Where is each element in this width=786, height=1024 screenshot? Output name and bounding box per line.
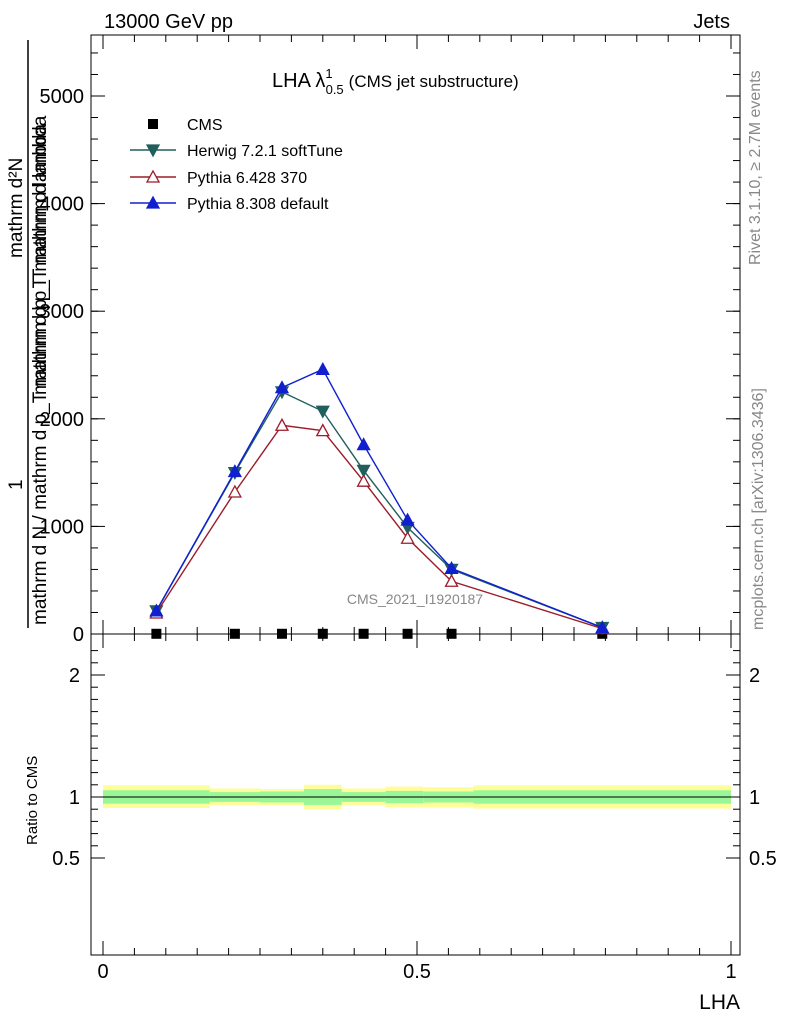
title-suffix: (CMS jet substructure) [349,72,519,91]
mcplots-label: mcplots.cern.ch [arXiv:1306.3436] [750,388,767,630]
y-top-tick-label: 4000 [40,194,85,216]
ylabel-prefactor-denominator: mathrm d N / mathrm d p_T mathrm d p_T m… [30,115,51,625]
y-ratio-tick-label-left: 1 [69,787,80,809]
y-top-tick-label: 2000 [40,409,85,431]
series-line-3 [155,368,603,629]
data-point-2-6 [444,573,459,587]
x-tick-label: 0 [97,961,108,983]
ylabel-numerator: mathrm d²N [6,158,27,258]
ratio-bands [103,784,731,810]
legend-marker-3 [145,195,161,209]
data-point-3-2 [274,380,290,394]
title-sub: 0.5 [326,82,344,97]
data-point-0-0 [151,628,162,639]
series-line-1 [155,390,603,629]
x-tick-label: 1 [725,961,736,983]
y-ratio-tick-label-left: 0.5 [52,848,80,870]
legend: CMS Herwig 7.2.1 softTune Pythia 6.428 370… [130,117,343,213]
ratio-panel-frame [90,633,741,956]
x-axis-label: LHA [699,991,740,1014]
data-point-2-2 [274,417,290,431]
data-point-3-7 [595,620,610,634]
title-main: LHA λ [272,70,325,92]
process-label: Jets [693,11,730,33]
series-group [149,361,610,639]
data-point-3-6 [444,561,459,575]
legend-marker-0 [148,119,158,129]
data-point-3-4 [356,437,371,451]
series-3 [149,361,610,634]
data-point-0-3 [317,628,328,639]
y-ratio-tick-label-right: 0.5 [749,848,777,870]
data-point-0-1 [229,628,240,639]
rivet-label: Rivet 3.1.10, ≥ 2.7M events [747,70,764,265]
legend-label-1: Herwig 7.2.1 softTune [187,143,343,160]
ylabel-prefactor-one: 1 [6,479,27,490]
energy-label: 13000 GeV pp [104,11,233,33]
data-point-1-3 [315,405,330,419]
ylabel-denominator: mathrm d p_T mathrm d lambda [30,124,51,395]
y-top-tick-label: 1000 [40,516,85,538]
y-top-tick-label: 3000 [40,301,85,323]
data-point-1-4 [356,464,371,478]
data-point-3-5 [400,512,415,526]
data-point-3-3 [315,361,330,375]
y-axis-label-top: mathrm d²N mathrm d p_T mathrm d lambda … [6,40,51,628]
y-ratio-tick-label-right: 2 [749,665,760,687]
analysis-watermark: CMS_2021_I1920187 [347,591,483,607]
legend-label-3: Pythia 8.308 default [187,196,329,213]
title-sup: 1 [325,66,332,81]
y-ratio-tick-label-right: 1 [749,787,760,809]
y-axis-label-ratio: Ratio to CMS [24,756,41,845]
data-point-0-6 [446,628,457,639]
data-point-0-5 [402,628,413,639]
y-top-tick-label: 5000 [40,86,85,108]
data-point-2-1 [227,484,242,498]
legend-label-0: CMS [187,117,223,134]
y-top-tick-label: 0 [73,624,84,646]
data-point-2-3 [315,423,330,437]
chart-title: LHA λ1 0.5 (CMS jet substructure) [272,66,519,97]
legend-marker-1 [145,144,161,158]
data-point-0-2 [276,628,287,639]
series-line-2 [155,424,603,630]
data-point-0-4 [358,628,369,639]
x-tick-label: 0.5 [403,961,431,983]
data-point-3-1 [227,464,242,478]
legend-label-2: Pythia 6.428 370 [187,170,307,187]
data-point-2-4 [356,473,371,487]
data-point-3-0 [149,603,164,617]
legend-marker-2 [145,169,161,183]
data-point-2-5 [400,530,415,544]
y-ratio-tick-label-left: 2 [69,665,80,687]
